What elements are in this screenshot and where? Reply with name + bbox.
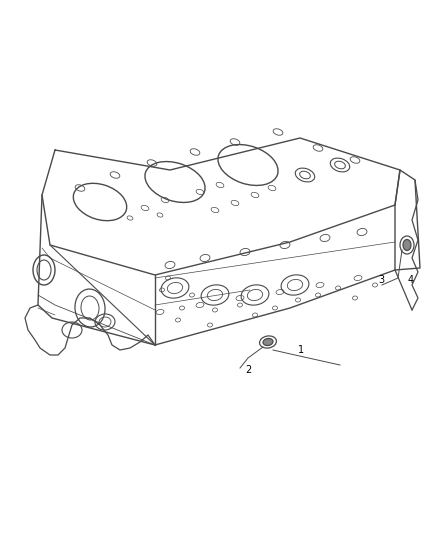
Text: 2: 2 [244, 365, 251, 375]
Ellipse shape [262, 338, 272, 345]
Text: 1: 1 [297, 345, 304, 355]
Text: 3: 3 [377, 275, 383, 285]
Ellipse shape [402, 239, 410, 251]
Text: 4: 4 [407, 275, 413, 285]
